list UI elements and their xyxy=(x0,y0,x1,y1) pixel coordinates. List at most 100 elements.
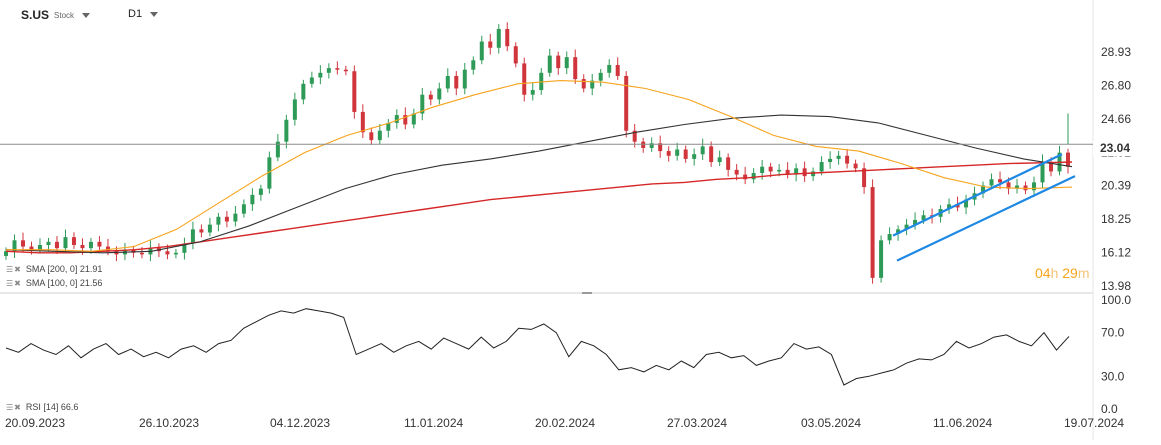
candle xyxy=(632,124,637,148)
candle-body xyxy=(615,64,620,76)
symbol-dropdown-icon[interactable] xyxy=(82,12,91,18)
candle xyxy=(522,57,527,102)
candle xyxy=(870,179,875,284)
candle-body xyxy=(301,83,306,100)
candle-body xyxy=(182,243,187,253)
candle-body xyxy=(658,143,663,152)
candle xyxy=(879,235,884,283)
candle-body xyxy=(284,119,289,142)
candle xyxy=(794,163,799,182)
candle xyxy=(530,82,535,101)
interval-selector[interactable]: D1 xyxy=(128,8,159,20)
candle xyxy=(768,162,773,178)
candle xyxy=(947,198,952,214)
candle-body xyxy=(258,188,263,195)
candle xyxy=(462,62,467,95)
candle xyxy=(675,142,680,161)
candle-body xyxy=(377,130,382,141)
sma200-line xyxy=(5,161,1073,254)
price-tick-label: 26.80 xyxy=(1101,78,1131,92)
candle xyxy=(284,114,289,149)
indicator-settings-icon[interactable]: ☰✖ xyxy=(6,402,22,412)
countdown-hours: 04 xyxy=(1035,265,1051,281)
candle xyxy=(471,56,476,75)
candle xyxy=(420,88,425,121)
candle xyxy=(207,217,212,237)
candle-body xyxy=(454,75,459,89)
candle-body xyxy=(700,146,705,155)
channel-upper-line xyxy=(892,153,1063,237)
candle-body xyxy=(1015,185,1020,189)
candle-body xyxy=(802,168,807,177)
candle-body xyxy=(751,172,756,180)
candle-body xyxy=(921,215,926,220)
candle-body xyxy=(173,252,178,255)
symbol-selector[interactable]: S.US Stock xyxy=(21,8,91,22)
candle-body xyxy=(37,244,42,250)
candle-body xyxy=(105,246,110,252)
candle xyxy=(845,149,850,169)
candle xyxy=(802,161,807,182)
date-tick-label: 03.05.2024 xyxy=(801,416,861,430)
candle xyxy=(233,206,238,227)
legend-rsi[interactable]: ☰✖ RSI [14] 66.6 xyxy=(6,402,78,412)
candle-body xyxy=(870,187,875,278)
candle-body xyxy=(224,216,229,222)
candle xyxy=(352,65,357,119)
candle xyxy=(216,212,221,232)
candle-body xyxy=(369,132,374,141)
current-price-tag: 23.04 xyxy=(1093,141,1161,156)
candle xyxy=(301,79,306,105)
date-tick-label: 11.06.2024 xyxy=(933,416,992,430)
candle-body xyxy=(666,151,671,156)
candle-body xyxy=(386,122,391,131)
channel-lower-line xyxy=(896,175,1076,262)
candle-body xyxy=(590,80,595,89)
candle xyxy=(20,232,25,253)
candle xyxy=(403,107,408,130)
candle-countdown: 04h 29m xyxy=(1035,265,1090,281)
candle-body xyxy=(947,204,952,209)
candle-body xyxy=(743,174,748,180)
candle-body xyxy=(360,111,365,133)
candle xyxy=(556,51,561,75)
candle-body xyxy=(20,240,25,247)
legend-sma200[interactable]: ☰✖ SMA [200, 0] 21.91 xyxy=(6,264,102,274)
candle-body xyxy=(768,166,773,172)
legend-sma100[interactable]: ☰✖ SMA [100, 0] 21.56 xyxy=(6,278,102,288)
candle xyxy=(369,127,374,145)
candle-body xyxy=(420,94,425,114)
interval-dropdown-icon[interactable] xyxy=(150,11,159,17)
candle xyxy=(913,212,918,230)
candle xyxy=(445,68,450,93)
candle-body xyxy=(403,115,408,125)
date-tick-label: 20.02.2024 xyxy=(535,416,595,430)
indicator-settings-icon[interactable]: ☰✖ xyxy=(6,278,22,288)
candle-body xyxy=(445,75,450,89)
candle-body xyxy=(165,251,170,255)
candle-body xyxy=(683,149,688,159)
candle xyxy=(199,224,204,238)
rsi-tick-label: 100.0 xyxy=(1101,293,1131,307)
candle xyxy=(292,92,297,126)
candle xyxy=(887,227,892,245)
candle-body xyxy=(80,244,85,249)
candle-body xyxy=(964,199,969,208)
price-tick-label: 20.39 xyxy=(1101,179,1131,193)
candle-body xyxy=(760,166,765,173)
candle xyxy=(1023,181,1028,195)
candle xyxy=(573,49,578,84)
candle xyxy=(513,42,518,68)
indicator-settings-icon[interactable]: ☰✖ xyxy=(6,264,22,274)
date-tick-label: 11.01.2024 xyxy=(404,416,463,430)
price-tick-label: 16.12 xyxy=(1101,246,1131,260)
candle xyxy=(904,218,909,236)
candle-body xyxy=(267,157,272,189)
candle-body xyxy=(479,41,484,61)
candle-body xyxy=(955,204,960,208)
candle xyxy=(1057,145,1062,176)
panel-resize-handle xyxy=(582,292,592,294)
candle xyxy=(250,188,255,212)
